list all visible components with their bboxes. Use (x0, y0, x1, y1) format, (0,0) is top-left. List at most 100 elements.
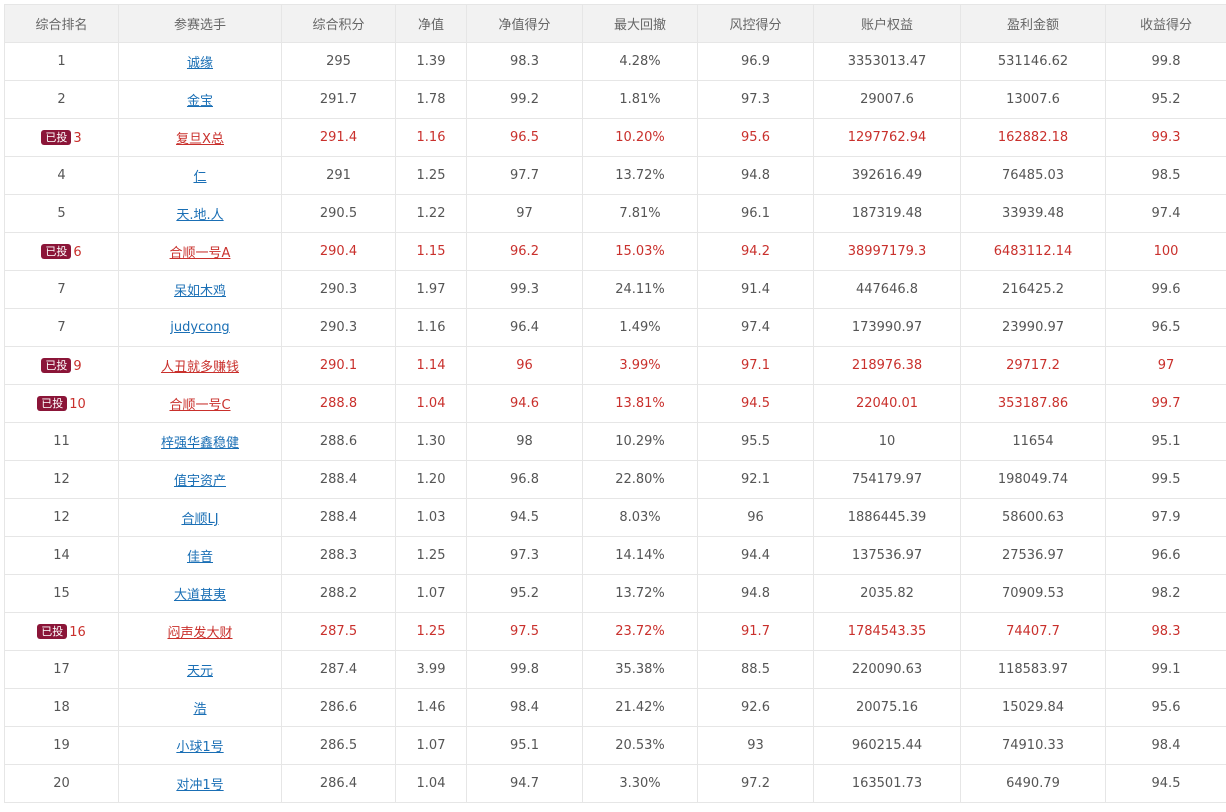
rank-cell: 7 (5, 309, 119, 347)
nav-score-cell: 99.2 (467, 81, 583, 119)
nav-cell: 1.22 (396, 195, 467, 233)
player-link[interactable]: 合顺一号C (169, 398, 230, 413)
profit-cell: 198049.74 (961, 461, 1106, 499)
rank-value: 7 (57, 320, 65, 335)
max-drawdown-cell: 23.72% (583, 613, 698, 651)
player-link[interactable]: 诚缘 (187, 56, 213, 71)
player-link[interactable]: 值宇资产 (174, 474, 226, 489)
player-link[interactable]: 梓强华鑫稳健 (161, 436, 239, 451)
rank-value: 10 (69, 397, 86, 412)
player-cell: 小球1号 (119, 727, 282, 765)
risk-score-cell: 93 (698, 727, 814, 765)
invested-badge: 已投 (41, 130, 71, 145)
player-link[interactable]: 大道甚夷 (174, 588, 226, 603)
equity-cell: 220090.63 (814, 651, 961, 689)
nav-score-cell: 96.5 (467, 119, 583, 157)
score-cell: 287.4 (282, 651, 396, 689)
player-link[interactable]: judycong (170, 320, 229, 335)
return-score-cell: 98.5 (1106, 157, 1226, 195)
player-link[interactable]: 仁 (193, 170, 206, 185)
player-cell: 闷声发大财 (119, 613, 282, 651)
max-drawdown-cell: 10.20% (583, 119, 698, 157)
equity-cell: 38997179.3 (814, 233, 961, 271)
max-drawdown-cell: 8.03% (583, 499, 698, 537)
risk-score-cell: 91.4 (698, 271, 814, 309)
player-link[interactable]: 人丑就多赚钱 (161, 360, 239, 375)
player-cell: 浩 (119, 689, 282, 727)
invested-badge: 已投 (41, 244, 71, 259)
profit-cell: 29717.2 (961, 347, 1106, 385)
score-cell: 290.5 (282, 195, 396, 233)
player-link[interactable]: 浩 (193, 702, 206, 717)
player-cell: 人丑就多赚钱 (119, 347, 282, 385)
rank-cell: 5 (5, 195, 119, 233)
player-link[interactable]: 合顺LJ (181, 512, 218, 527)
rank-cell: 20 (5, 765, 119, 803)
header-nav: 净值 (396, 5, 467, 43)
equity-cell: 754179.97 (814, 461, 961, 499)
nav-cell: 1.25 (396, 157, 467, 195)
rank-value: 3 (73, 131, 81, 146)
score-cell: 290.1 (282, 347, 396, 385)
profit-cell: 74910.33 (961, 727, 1106, 765)
equity-cell: 1886445.39 (814, 499, 961, 537)
player-cell: judycong (119, 309, 282, 347)
profit-cell: 13007.6 (961, 81, 1106, 119)
nav-cell: 1.16 (396, 309, 467, 347)
player-cell: 值宇资产 (119, 461, 282, 499)
nav-score-cell: 94.6 (467, 385, 583, 423)
player-cell: 合顺一号C (119, 385, 282, 423)
invested-badge: 已投 (37, 396, 67, 411)
return-score-cell: 99.6 (1106, 271, 1226, 309)
nav-cell: 1.78 (396, 81, 467, 119)
max-drawdown-cell: 7.81% (583, 195, 698, 233)
player-cell: 金宝 (119, 81, 282, 119)
max-drawdown-cell: 20.53% (583, 727, 698, 765)
max-drawdown-cell: 15.03% (583, 233, 698, 271)
rank-cell: 2 (5, 81, 119, 119)
equity-cell: 447646.8 (814, 271, 961, 309)
rank-value: 17 (53, 662, 70, 677)
player-link[interactable]: 金宝 (187, 94, 213, 109)
max-drawdown-cell: 22.80% (583, 461, 698, 499)
equity-cell: 173990.97 (814, 309, 961, 347)
player-link[interactable]: 呆如木鸡 (174, 284, 226, 299)
player-link[interactable]: 闷声发大财 (167, 626, 232, 641)
player-link[interactable]: 小球1号 (176, 740, 223, 755)
rank-cell: 4 (5, 157, 119, 195)
player-link[interactable]: 天元 (187, 664, 213, 679)
nav-score-cell: 94.7 (467, 765, 583, 803)
player-link[interactable]: 对冲1号 (176, 778, 223, 793)
rank-value: 19 (53, 738, 70, 753)
rank-value: 16 (69, 625, 86, 640)
nav-cell: 1.20 (396, 461, 467, 499)
player-link[interactable]: 复旦X总 (176, 132, 224, 147)
risk-score-cell: 95.6 (698, 119, 814, 157)
nav-score-cell: 98.4 (467, 689, 583, 727)
equity-cell: 960215.44 (814, 727, 961, 765)
score-cell: 288.8 (282, 385, 396, 423)
equity-cell: 163501.73 (814, 765, 961, 803)
equity-cell: 218976.38 (814, 347, 961, 385)
score-cell: 295 (282, 43, 396, 81)
max-drawdown-cell: 13.72% (583, 575, 698, 613)
player-link[interactable]: 佳音 (187, 550, 213, 565)
nav-score-cell: 96 (467, 347, 583, 385)
player-link[interactable]: 合顺一号A (170, 246, 231, 261)
score-cell: 291.4 (282, 119, 396, 157)
header-max-drawdown: 最大回撤 (583, 5, 698, 43)
return-score-cell: 95.2 (1106, 81, 1226, 119)
risk-score-cell: 91.7 (698, 613, 814, 651)
score-cell: 288.2 (282, 575, 396, 613)
equity-cell: 10 (814, 423, 961, 461)
max-drawdown-cell: 13.72% (583, 157, 698, 195)
header-row: 综合排名 参赛选手 综合积分 净值 净值得分 最大回撤 风控得分 账户权益 盈利… (5, 5, 1226, 43)
rank-value: 1 (57, 54, 65, 69)
player-link[interactable]: 天.地.人 (176, 208, 223, 223)
